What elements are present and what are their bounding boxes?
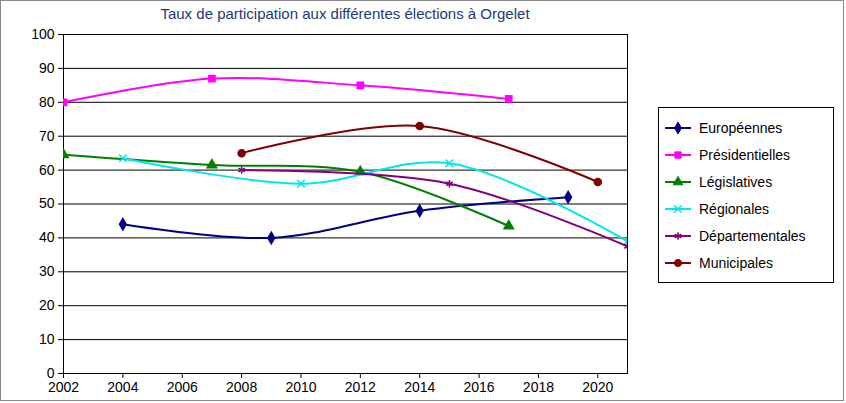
svg-text:2014: 2014 <box>404 379 435 395</box>
svg-text:2008: 2008 <box>226 379 257 395</box>
html-text:Départementales: Départementales <box>699 227 806 244</box>
svg-text:2020: 2020 <box>582 379 613 395</box>
svg-text:50: 50 <box>39 195 55 211</box>
svg-text:40: 40 <box>39 229 55 245</box>
svg-text:2012: 2012 <box>345 379 376 395</box>
html-text:Municipales: Municipales <box>699 254 773 271</box>
svg-text:2006: 2006 <box>167 379 198 395</box>
svg-text:30: 30 <box>39 263 55 279</box>
svg-text:80: 80 <box>39 94 55 110</box>
html-text:Présidentielles: Présidentielles <box>699 146 791 163</box>
svg-text:2018: 2018 <box>523 379 554 395</box>
svg-text:60: 60 <box>39 162 55 178</box>
svg-text:2016: 2016 <box>464 379 495 395</box>
svg-text:2002: 2002 <box>48 379 79 395</box>
svg-text:90: 90 <box>39 60 55 76</box>
svg-text:20: 20 <box>39 297 55 313</box>
html-text:Régionales: Régionales <box>699 200 770 217</box>
svg-text:2004: 2004 <box>107 379 138 395</box>
svg-text:2010: 2010 <box>285 379 316 395</box>
html-text:Européennes: Européennes <box>699 119 783 136</box>
html-text:Législatives: Législatives <box>699 173 773 190</box>
html-text:Taux de participation aux diff: Taux de participation aux différentes él… <box>160 5 530 22</box>
svg-text:10: 10 <box>39 331 55 347</box>
svg-text:100: 100 <box>31 26 55 42</box>
svg-text:70: 70 <box>39 128 55 144</box>
svg-text:0: 0 <box>46 365 55 381</box>
